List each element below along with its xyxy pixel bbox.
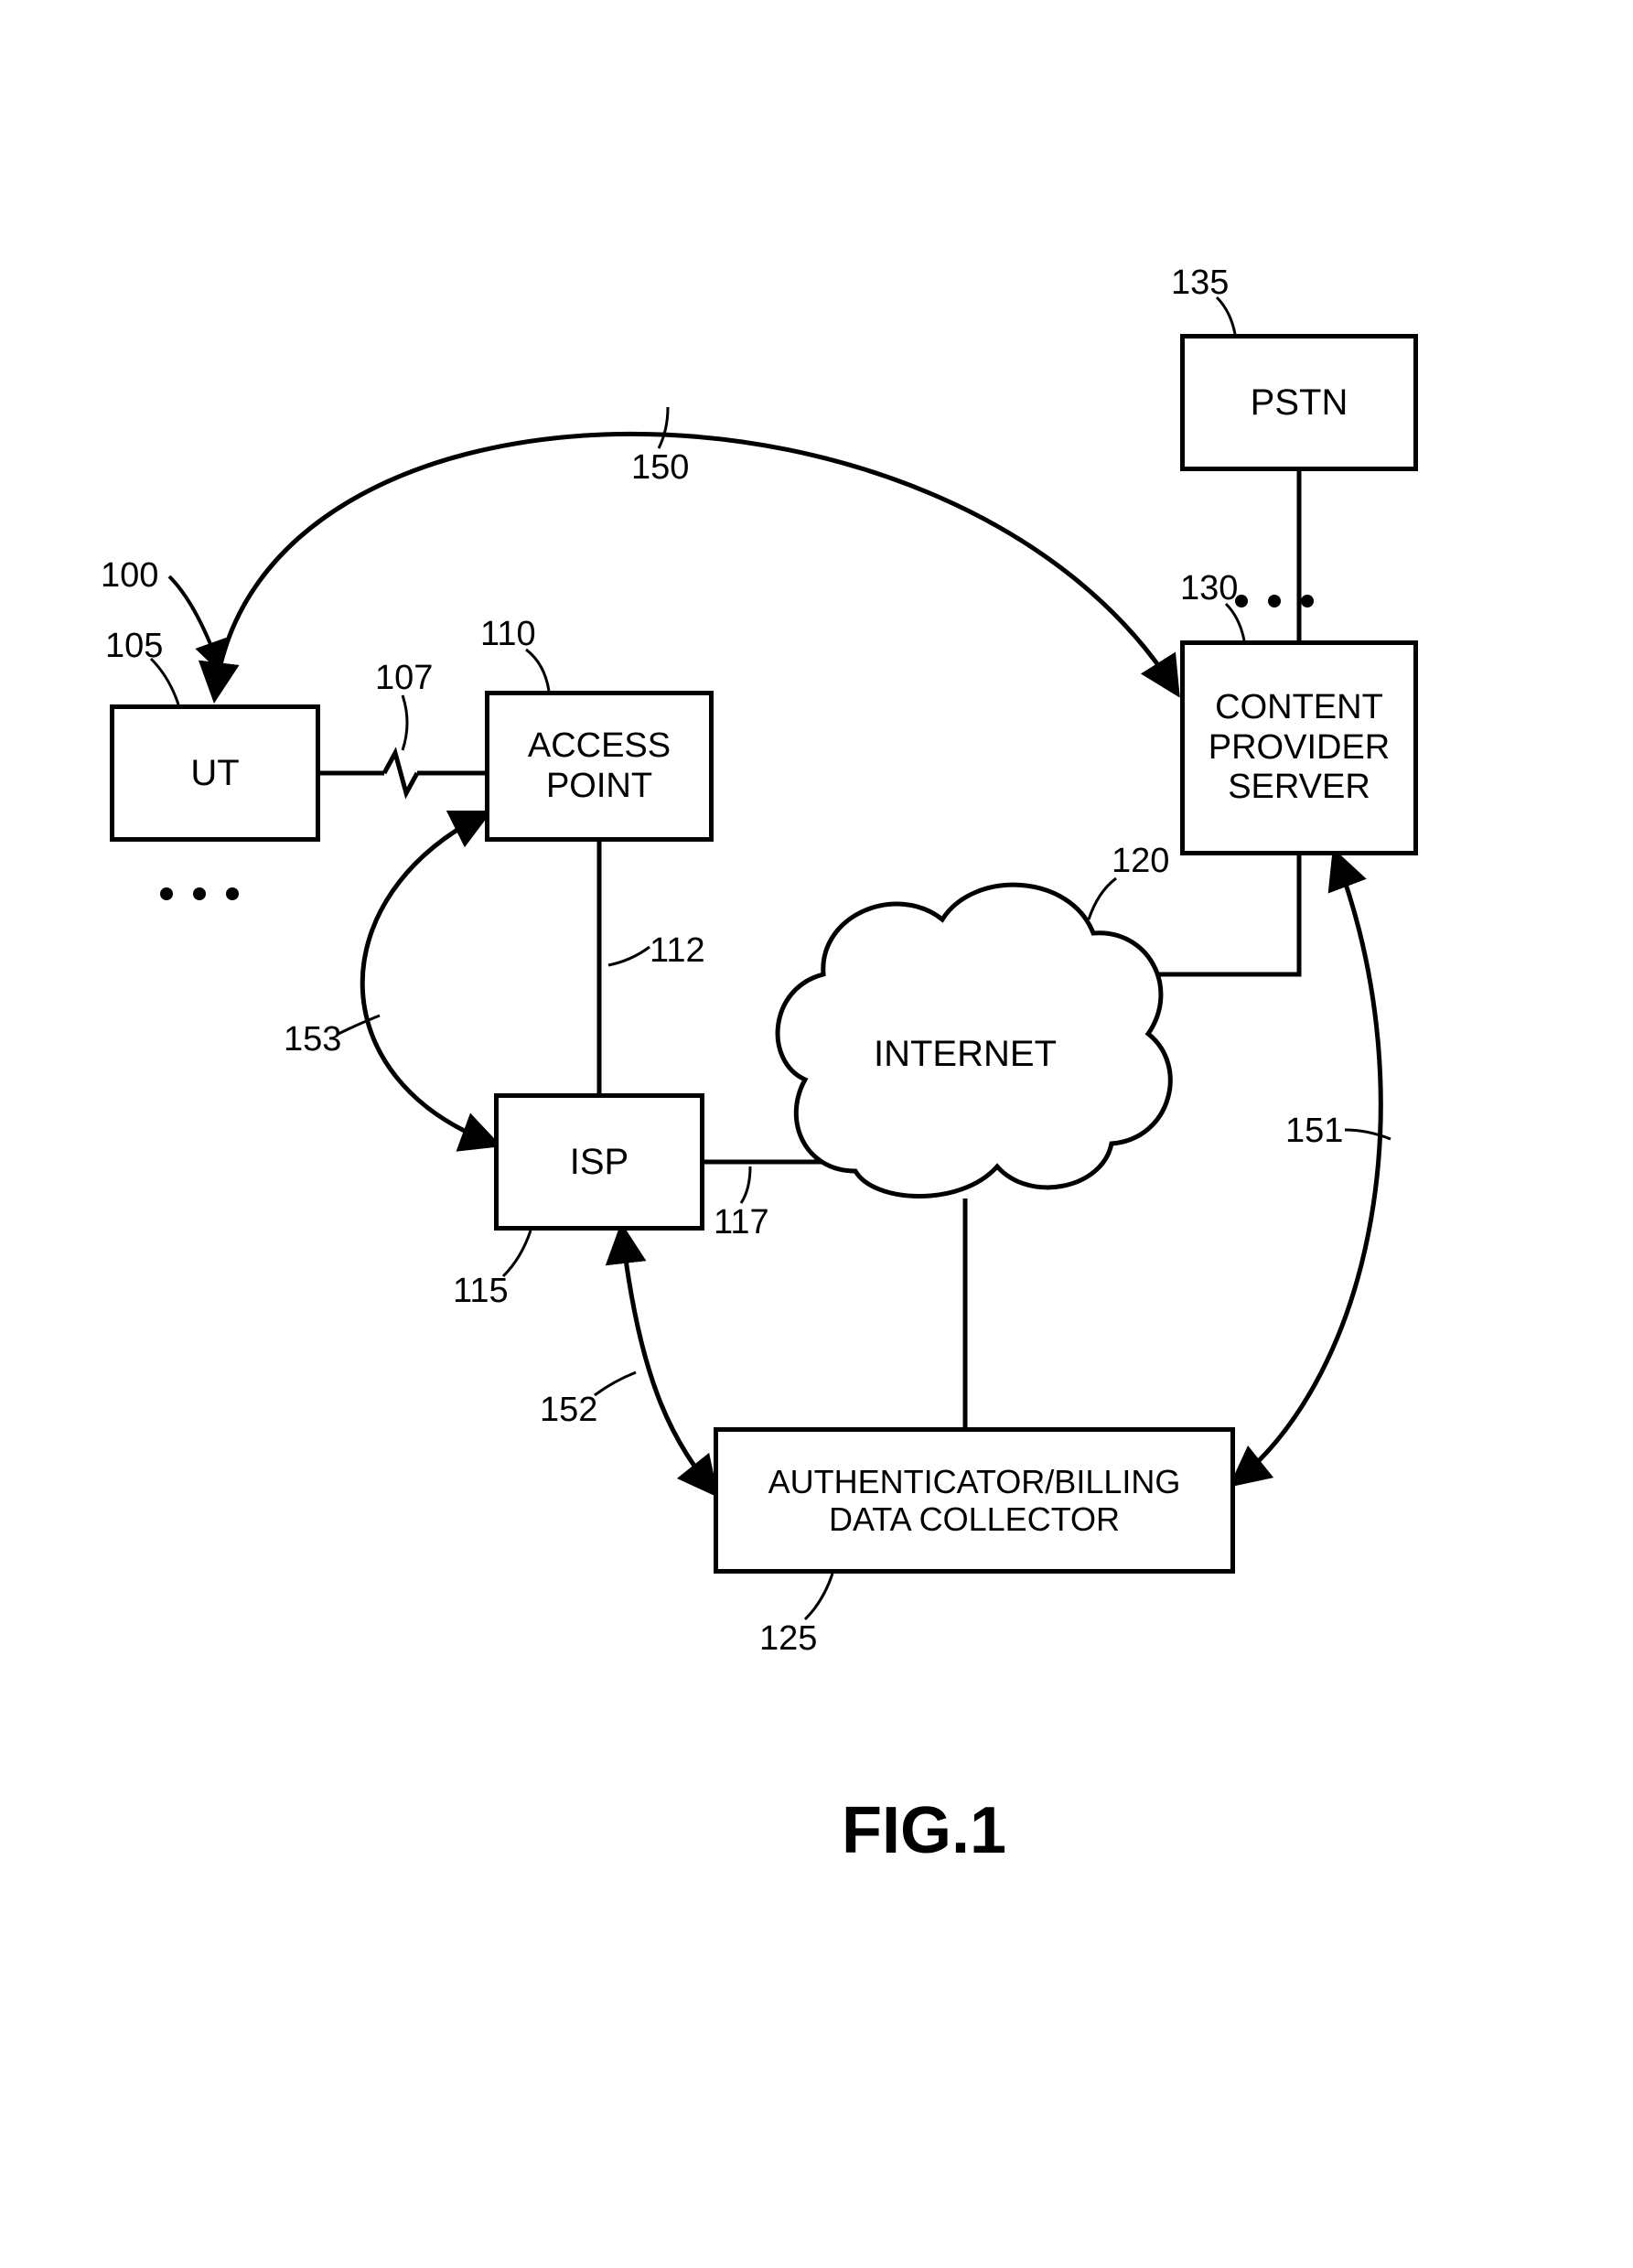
ref-105: 105 — [105, 627, 163, 666]
cloud-label: INTERNET — [874, 1034, 1057, 1074]
diagram-stage: 100 — [0, 0, 1633, 2268]
ref-115: 115 — [453, 1272, 509, 1311]
node-auth: AUTHENTICATOR/BILLING DATA COLLECTOR — [714, 1427, 1235, 1574]
ref-150: 150 — [631, 448, 689, 488]
node-auth-label: AUTHENTICATOR/BILLING DATA COLLECTOR — [768, 1463, 1181, 1539]
figure-caption: FIG.1 — [842, 1793, 1006, 1868]
ref-130: 130 — [1180, 569, 1238, 608]
cps-ellipsis — [1235, 595, 1314, 607]
ref-153: 153 — [284, 1020, 341, 1059]
node-ut-label: UT — [190, 752, 239, 794]
node-isp: ISP — [494, 1093, 704, 1231]
ref-110: 110 — [480, 615, 536, 654]
ref-107: 107 — [375, 659, 433, 698]
node-access-point: ACCESS POINT — [485, 691, 714, 842]
ref-135: 135 — [1171, 263, 1229, 303]
node-cps-label: CONTENT PROVIDER SERVER — [1209, 688, 1390, 808]
node-pstn-label: PSTN — [1251, 382, 1348, 424]
node-ap-label: ACCESS POINT — [528, 726, 671, 806]
ref-125: 125 — [759, 1619, 817, 1659]
node-isp-label: ISP — [570, 1141, 628, 1183]
ref-112: 112 — [650, 931, 705, 971]
node-cps: CONTENT PROVIDER SERVER — [1180, 640, 1418, 855]
ut-ellipsis — [160, 887, 239, 900]
ref-117: 117 — [714, 1203, 769, 1242]
ref-120: 120 — [1112, 842, 1169, 881]
ref-151: 151 — [1285, 1112, 1343, 1151]
ref-152: 152 — [540, 1391, 597, 1430]
node-ut: UT — [110, 704, 320, 842]
node-pstn: PSTN — [1180, 334, 1418, 471]
